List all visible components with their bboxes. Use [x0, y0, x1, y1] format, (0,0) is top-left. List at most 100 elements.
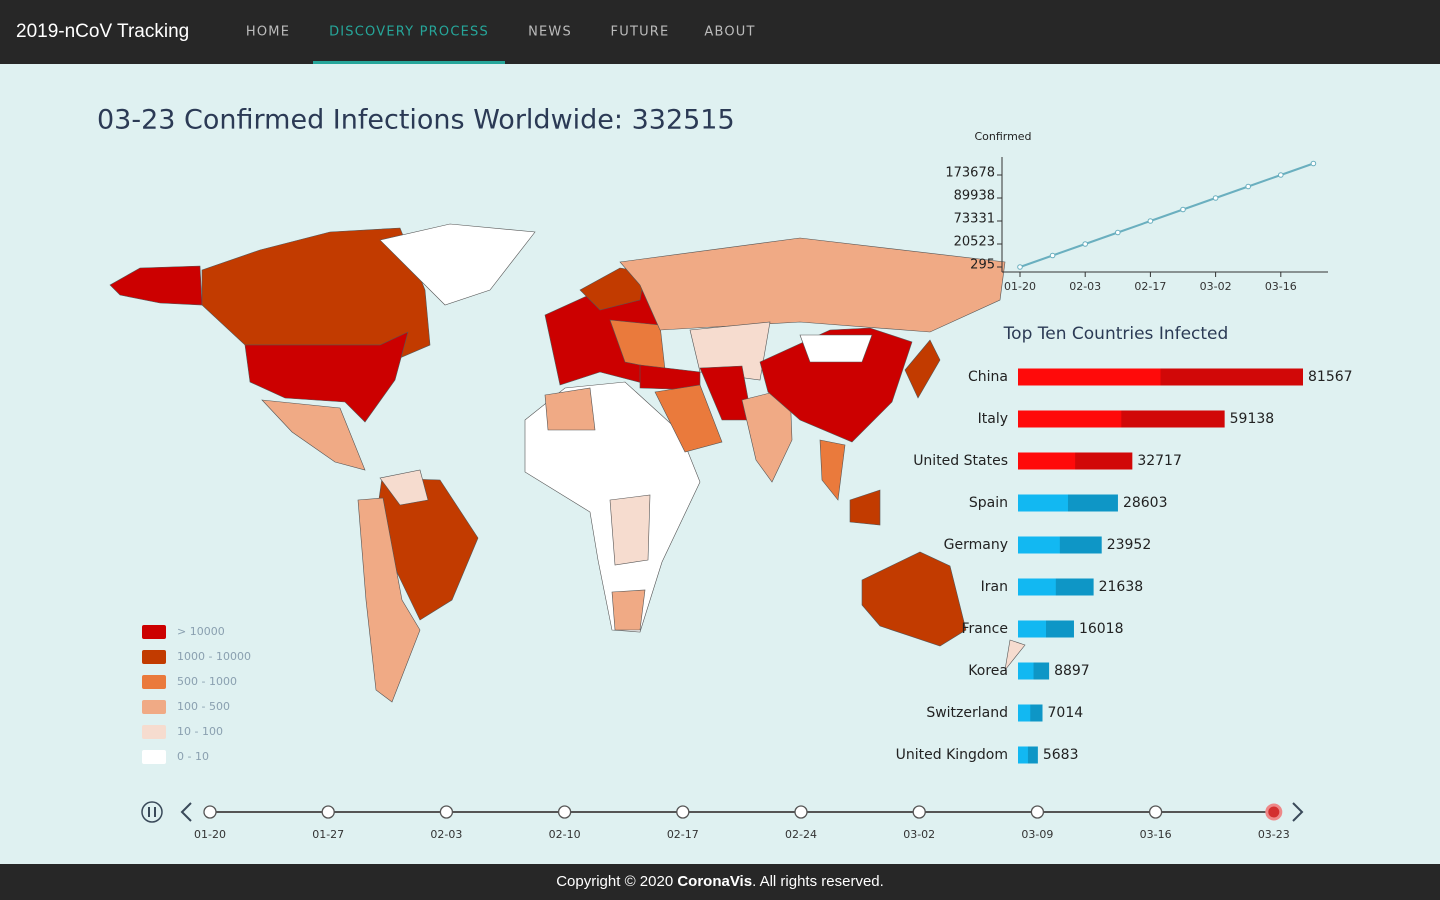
- y-tick-label: 173678: [945, 166, 995, 181]
- legend-label: 500 - 1000: [177, 675, 237, 688]
- y-axis-label: Confirmed: [974, 130, 1031, 143]
- x-tick-label: 03-02: [1200, 280, 1232, 293]
- bar: [1018, 494, 1118, 512]
- timeline-stop[interactable]: [1030, 805, 1045, 819]
- bar-category-label: France: [961, 621, 1008, 637]
- bar-category-label: China: [968, 369, 1008, 385]
- legend-swatch[interactable]: [142, 750, 166, 764]
- bar-value-label: 81567: [1308, 369, 1353, 385]
- bar: [1018, 452, 1133, 470]
- bar: [1018, 662, 1050, 680]
- timeline-label: 03-23: [1258, 828, 1290, 841]
- legend-label: 100 - 500: [177, 700, 230, 713]
- x-tick-label: 02-17: [1134, 280, 1166, 293]
- legend-swatch[interactable]: [142, 675, 166, 689]
- bar-category-label: United Kingdom: [896, 747, 1008, 763]
- world-map: [109, 223, 1026, 703]
- y-tick-label: 89938: [954, 189, 995, 204]
- timeline-stop[interactable]: [1148, 805, 1163, 819]
- bar-shade: [1045, 620, 1074, 638]
- timeline-stop[interactable]: [557, 805, 572, 819]
- bar: [1018, 368, 1303, 386]
- bar-shade: [1121, 410, 1225, 428]
- legend-label: 1000 - 10000: [177, 650, 251, 663]
- y-tick-label: 73331: [954, 212, 995, 227]
- timeline-stop[interactable]: [912, 805, 926, 819]
- pause-button[interactable]: [141, 801, 163, 823]
- bar-shade: [1033, 662, 1050, 680]
- next-button[interactable]: [1292, 802, 1304, 822]
- line-point: [1245, 183, 1251, 190]
- x-tick-label: 02-03: [1069, 280, 1101, 293]
- nav-active-underline: [313, 61, 505, 64]
- bar-shade: [1067, 494, 1118, 512]
- bar-category-label: Switzerland: [926, 705, 1008, 721]
- timeline-label: 03-02: [903, 828, 935, 841]
- timeline-label: 02-10: [549, 828, 581, 841]
- bar-shade: [1027, 746, 1038, 764]
- bar-shade: [1160, 368, 1303, 386]
- nav-item[interactable]: ABOUT: [704, 25, 755, 40]
- legend-swatch[interactable]: [142, 700, 166, 714]
- legend-swatch[interactable]: [142, 625, 166, 639]
- timeline-stop[interactable]: [676, 805, 690, 819]
- bar-value-label: 16018: [1079, 621, 1124, 637]
- line-point: [1278, 172, 1284, 178]
- timeline-stop[interactable]: [439, 805, 454, 819]
- timeline-label: 02-03: [430, 828, 462, 841]
- timeline-stop[interactable]: [321, 805, 335, 819]
- page-title: 03-23 Confirmed Infections Worldwide: 33…: [97, 105, 735, 136]
- bar-category-label: Korea: [968, 663, 1008, 679]
- nav-item[interactable]: FUTURE: [611, 25, 670, 40]
- pause-icon: [148, 807, 156, 817]
- bar-category-label: Iran: [981, 579, 1008, 595]
- bar-value-label: 7014: [1048, 705, 1084, 721]
- line-point: [1180, 206, 1186, 213]
- bar-category-label: Spain: [969, 495, 1008, 511]
- footer-prefix: Copyright © 2020: [556, 873, 677, 890]
- bar-category-label: Germany: [944, 537, 1008, 553]
- timeline-stop[interactable]: [203, 805, 217, 819]
- legend-swatch[interactable]: [142, 650, 166, 664]
- bar-shade: [1059, 536, 1102, 554]
- bar: [1018, 578, 1094, 596]
- timeline-label: 01-27: [312, 828, 344, 841]
- navbar: [0, 0, 1440, 64]
- line-point: [1212, 195, 1219, 201]
- y-tick-label: 295: [970, 258, 995, 273]
- timeline-label: 03-16: [1140, 828, 1172, 841]
- footer: [0, 864, 1440, 900]
- brand[interactable]: 2019-nCoV Tracking: [16, 21, 189, 42]
- bar-shade: [1030, 704, 1043, 722]
- bar: [1018, 704, 1043, 722]
- y-tick-label: 20523: [954, 235, 995, 250]
- legend-label: 0 - 10: [177, 750, 209, 763]
- nav-item[interactable]: HOME: [246, 25, 290, 40]
- line-point: [1017, 264, 1023, 270]
- bar-value-label: 28603: [1123, 495, 1168, 511]
- timeline-label: 02-24: [785, 828, 817, 841]
- bar: [1018, 536, 1102, 554]
- x-tick-label: 01-20: [1004, 280, 1036, 293]
- line-point: [1115, 229, 1121, 236]
- nav-item[interactable]: NEWS: [528, 25, 572, 40]
- x-tick-label: 03-16: [1265, 280, 1297, 293]
- legend-label: > 10000: [177, 625, 225, 638]
- line-point: [1049, 252, 1056, 259]
- bar-value-label: 5683: [1043, 747, 1079, 763]
- nav-item[interactable]: DISCOVERY PROCESS: [329, 25, 489, 40]
- bar-category-label: Italy: [978, 411, 1008, 427]
- timeline-current[interactable]: [1265, 803, 1283, 821]
- bar-value-label: 21638: [1099, 579, 1144, 595]
- footer-text: Copyright © 2020 CoronaVis. All rights r…: [556, 873, 884, 890]
- legend-label: 10 - 100: [177, 725, 223, 738]
- line-point: [1310, 160, 1317, 167]
- confirmed-line: [1019, 162, 1314, 268]
- prev-button[interactable]: [180, 802, 192, 822]
- bar-value-label: 32717: [1137, 453, 1182, 469]
- legend-swatch[interactable]: [142, 725, 166, 739]
- timeline-stop[interactable]: [794, 805, 808, 819]
